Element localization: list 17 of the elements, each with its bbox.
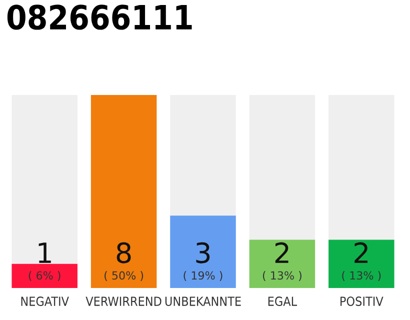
- annotation: ( 19% ): [184, 271, 222, 281]
- data-label: 8: [116, 242, 131, 264]
- x-tick-label: POSITIV: [340, 296, 384, 306]
- chart-title: 082666111: [7, 4, 192, 30]
- annotation: ( 6% ): [28, 271, 60, 281]
- x-tick-label: UNBEKANNTE: [165, 296, 241, 306]
- data-label: 2: [275, 242, 288, 263]
- data-label: 1: [38, 242, 51, 263]
- annotation: ( 13% ): [342, 271, 381, 281]
- annotation: ( 13% ): [262, 271, 302, 281]
- bar: [12, 264, 78, 288]
- data-label: 2: [354, 242, 368, 263]
- x-tick-label: EGAL: [268, 296, 298, 306]
- x-tick-label: VERWIRREND: [86, 296, 162, 306]
- x-tick-label: NEGATIV: [21, 296, 69, 306]
- annotation: ( 50% ): [104, 271, 144, 281]
- data-label: 3: [196, 242, 210, 264]
